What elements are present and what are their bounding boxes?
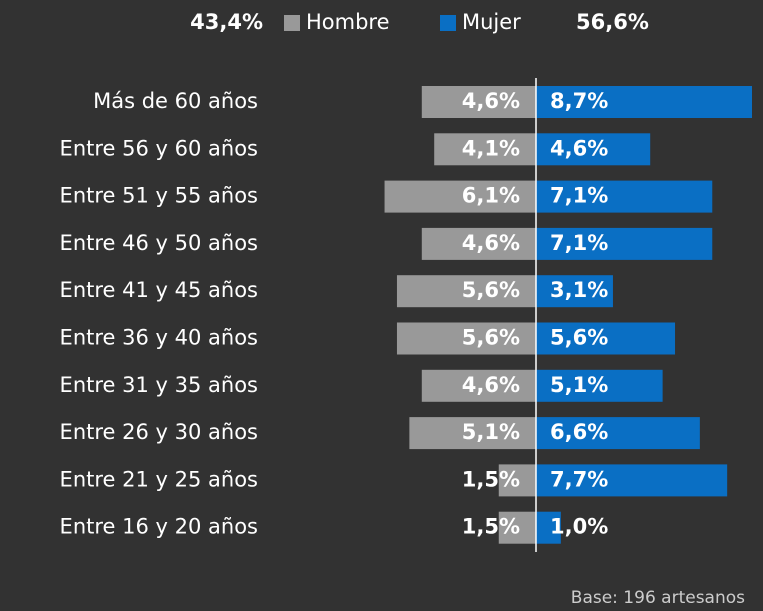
bar — [421, 369, 536, 402]
legend-swatch — [284, 15, 300, 31]
data-label: 4,1% — [462, 136, 520, 160]
bar — [421, 227, 536, 260]
data-label: 4,6% — [550, 136, 608, 160]
data-label: 5,6% — [550, 326, 608, 350]
data-label: 1,0% — [550, 515, 608, 539]
category-label: Entre 21 y 25 años — [60, 467, 258, 491]
data-label: 7,7% — [550, 467, 608, 491]
category-label: Entre 31 y 35 años — [60, 373, 258, 397]
category-label: Más de 60 años — [93, 89, 258, 113]
bar — [536, 369, 663, 402]
bar — [536, 133, 651, 166]
bar — [384, 180, 536, 213]
bar — [536, 86, 752, 118]
data-label: 5,6% — [462, 278, 520, 302]
bar — [536, 227, 713, 260]
bar — [409, 417, 536, 450]
category-label: Entre 26 y 30 años — [60, 420, 258, 444]
category-label: Entre 46 y 50 años — [60, 231, 258, 255]
legend-label: Hombre — [306, 10, 390, 34]
category-label: Entre 56 y 60 años — [60, 136, 258, 160]
category-label: Entre 36 y 40 años — [60, 326, 258, 350]
footnote: Base: 196 artesanos — [571, 588, 745, 608]
legend-total: 43,4% — [190, 10, 263, 34]
data-label: 5,1% — [550, 373, 608, 397]
data-label: 5,6% — [462, 326, 520, 350]
data-label: 4,6% — [462, 373, 520, 397]
legend-label: Mujer — [462, 10, 521, 34]
data-label: 1,5% — [462, 515, 520, 539]
bar — [396, 275, 536, 308]
data-label: 8,7% — [550, 89, 608, 113]
bar — [536, 464, 728, 497]
bar — [536, 417, 700, 450]
category-label: Entre 41 y 45 años — [60, 278, 258, 302]
data-label: 5,1% — [462, 420, 520, 444]
data-label: 3,1% — [550, 278, 608, 302]
bar — [498, 511, 536, 544]
data-label: 7,1% — [550, 184, 608, 208]
bar — [498, 464, 536, 497]
data-label: 6,1% — [462, 184, 520, 208]
data-label: 4,6% — [462, 231, 520, 255]
category-label: Entre 51 y 55 años — [60, 184, 258, 208]
bar — [536, 511, 561, 544]
bar — [396, 322, 536, 355]
data-label: 7,1% — [550, 231, 608, 255]
bar — [434, 133, 536, 166]
legend-total: 56,6% — [576, 10, 649, 34]
bar — [536, 180, 713, 213]
bar — [536, 275, 613, 308]
bar — [421, 86, 536, 118]
data-label: 6,6% — [550, 420, 608, 444]
legend-swatch — [440, 15, 456, 31]
data-label: 4,6% — [462, 89, 520, 113]
bar — [536, 322, 676, 355]
data-label: 1,5% — [462, 467, 520, 491]
category-label: Entre 16 y 20 años — [60, 515, 258, 539]
